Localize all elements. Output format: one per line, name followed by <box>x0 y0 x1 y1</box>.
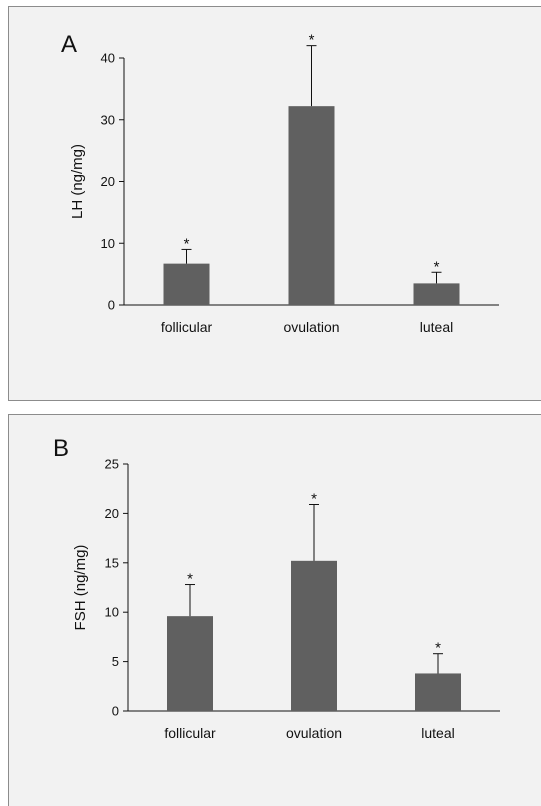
y-tick-label: 0 <box>112 704 119 719</box>
lh-bar-chart: 0 10 20 30 40 * follicular * ovulation * luteal LH … <box>69 32 499 335</box>
y-tick-label: 25 <box>105 457 119 472</box>
y-tick-label: 30 <box>101 112 115 127</box>
y-tick-label: 10 <box>105 605 119 620</box>
bar-luteal <box>415 673 461 711</box>
y-tick-label: 20 <box>105 506 119 521</box>
bar-luteal <box>413 283 460 305</box>
x-tick-label: follicular <box>161 319 213 335</box>
y-tick-label: 10 <box>101 236 115 251</box>
y-tick-label: 0 <box>108 298 115 313</box>
x-tick-label: ovulation <box>286 725 342 741</box>
y-tick-label: 40 <box>101 51 115 66</box>
x-tick-label: ovulation <box>283 319 339 335</box>
y-tick-label: 5 <box>112 654 119 669</box>
significance-marker: * <box>435 640 441 657</box>
bar-ovulation <box>288 106 335 305</box>
y-axis-title: FSH (ng/mg) <box>72 545 89 631</box>
panel-label: A <box>61 31 78 58</box>
chart-panel-fsh: B 0 5 10 15 20 25 * follicular * ovulation * luteal… <box>8 414 541 806</box>
panel-label: B <box>53 435 70 462</box>
x-tick-label: luteal <box>420 319 453 335</box>
bar-ovulation <box>291 560 337 711</box>
x-tick-label: luteal <box>421 725 454 741</box>
significance-marker: * <box>434 258 440 275</box>
significance-marker: * <box>309 32 315 49</box>
y-tick-label: 15 <box>105 555 119 570</box>
significance-marker: * <box>187 571 193 588</box>
chart-panel-lh: A 0 10 20 30 40 * follicular * ovulation * luteal L… <box>8 6 541 401</box>
y-tick-label: 20 <box>101 174 115 189</box>
significance-marker: * <box>311 491 317 508</box>
x-tick-label: follicular <box>164 725 216 741</box>
bar-follicular <box>163 263 210 305</box>
bar-follicular <box>167 616 213 711</box>
fsh-bar-chart: 0 5 10 15 20 25 * follicular * ovulation * luteal FS… <box>72 457 500 741</box>
y-axis-title: LH (ng/mg) <box>69 144 86 219</box>
significance-marker: * <box>184 235 190 252</box>
